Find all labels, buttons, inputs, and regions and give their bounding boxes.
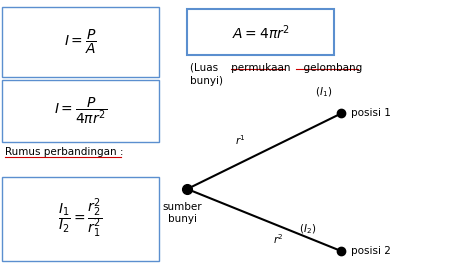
- Text: $(I_2)$: $(I_2)$: [299, 223, 316, 236]
- Text: $A = 4\pi r^2$: $A = 4\pi r^2$: [232, 23, 290, 42]
- Text: $(I_1)$: $(I_1)$: [315, 85, 332, 99]
- Text: posisi 2: posisi 2: [351, 246, 391, 256]
- Text: Rumus perbandingan :: Rumus perbandingan :: [5, 147, 123, 157]
- Text: $r^1$: $r^1$: [235, 133, 246, 147]
- Text: $I = \dfrac{P}{4\pi r^2}$: $I = \dfrac{P}{4\pi r^2}$: [54, 95, 107, 126]
- FancyBboxPatch shape: [187, 9, 334, 55]
- Text: $r^2$: $r^2$: [273, 232, 284, 246]
- Text: sumber
bunyi: sumber bunyi: [163, 202, 202, 224]
- Text: (Luas    permukaan    gelombang: (Luas permukaan gelombang: [190, 63, 362, 73]
- Text: $\dfrac{I_1}{I_2} = \dfrac{r_2^2}{r_1^2}$: $\dfrac{I_1}{I_2} = \dfrac{r_2^2}{r_1^2}…: [58, 197, 103, 241]
- Text: posisi 1: posisi 1: [351, 108, 391, 119]
- Text: bunyi): bunyi): [190, 76, 223, 86]
- FancyBboxPatch shape: [2, 177, 159, 261]
- FancyBboxPatch shape: [2, 7, 159, 77]
- Text: $I = \dfrac{P}{A}$: $I = \dfrac{P}{A}$: [64, 28, 97, 56]
- FancyBboxPatch shape: [2, 80, 159, 142]
